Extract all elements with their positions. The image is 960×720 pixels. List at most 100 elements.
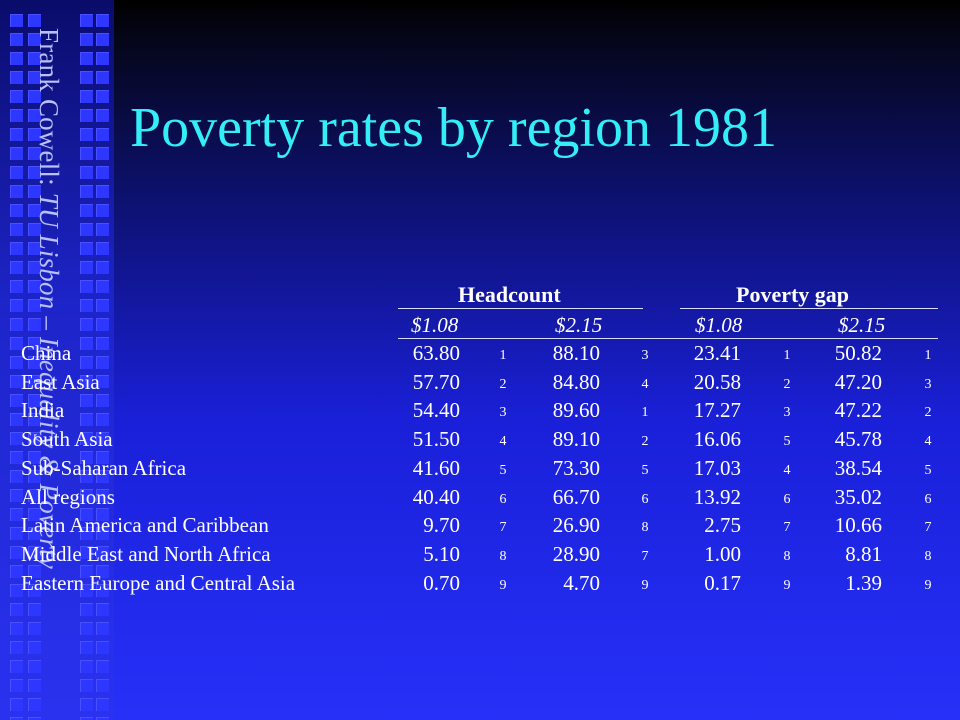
- row-value-cell: 38.54: [834, 456, 882, 480]
- sidebar-square: [10, 603, 23, 616]
- row-rank-cell: 1: [783, 348, 791, 363]
- row-value-cell: 0.17: [704, 571, 741, 595]
- sidebar-square: [80, 527, 93, 540]
- sidebar-square: [28, 508, 41, 521]
- row-rank-cell: 4: [499, 434, 507, 449]
- sidebar-square: [10, 451, 23, 464]
- row-rank-cell: 4: [641, 377, 649, 392]
- row-value-cell: 20.58: [693, 370, 741, 394]
- sidebar-square: [80, 318, 93, 331]
- sidebar-square: [10, 356, 23, 369]
- sidebar-square: [28, 185, 41, 198]
- sidebar-square: [96, 508, 109, 521]
- row-rank-cell: 6: [641, 492, 649, 507]
- subheader-headcount-108: $1.08: [411, 313, 459, 337]
- sidebar-square: [28, 679, 41, 692]
- row-rank-cell: 5: [499, 463, 507, 478]
- sidebar-square: [96, 166, 109, 179]
- sidebar-square: [10, 375, 23, 388]
- sidebar-square: [80, 565, 93, 578]
- row-rank-cell: 2: [641, 434, 649, 449]
- sidebar-square: [28, 413, 41, 426]
- row-rank-cell: 3: [783, 405, 791, 420]
- row-value-cell: 73.30: [552, 456, 600, 480]
- sidebar-square: [80, 14, 93, 27]
- sidebar-square: [28, 280, 41, 293]
- sidebar-square: [96, 679, 109, 692]
- sidebar-square: [80, 280, 93, 293]
- row-value-cell: 57.70: [412, 370, 460, 394]
- sidebar-caption: Frank Cowell: TU Lisbon – Inequality & P…: [33, 28, 64, 569]
- row-rank-cell: 8: [641, 520, 649, 535]
- sidebar-square: [10, 90, 23, 103]
- sidebar-square: [96, 52, 109, 65]
- sidebar-square: [80, 432, 93, 445]
- sidebar-square: [80, 128, 93, 141]
- row-rank-cell: 7: [783, 520, 791, 535]
- sidebar-square: [80, 375, 93, 388]
- row-value-cell: 17.03: [693, 456, 741, 480]
- sidebar-square: [28, 337, 41, 350]
- sidebar-square: [10, 223, 23, 236]
- sidebar-square: [10, 508, 23, 521]
- row-value-cell: 41.60: [412, 456, 460, 480]
- sidebar-square: [10, 337, 23, 350]
- row-value-cell: 66.70: [552, 485, 600, 509]
- sidebar-square: [10, 584, 23, 597]
- sidebar-square: [96, 204, 109, 217]
- sidebar-square: [28, 166, 41, 179]
- subheader-underline: [398, 338, 938, 339]
- sidebar-square: [96, 394, 109, 407]
- row-value-cell: 28.90: [552, 542, 600, 566]
- row-rank-cell: 7: [641, 549, 649, 564]
- sidebar-square: [28, 223, 41, 236]
- sidebar-square: [96, 223, 109, 236]
- sidebar-square: [28, 90, 41, 103]
- sidebar-square: [28, 603, 41, 616]
- row-rank-cell: 7: [924, 520, 932, 535]
- sidebar-square: [96, 337, 109, 350]
- sidebar-square: [10, 52, 23, 65]
- row-value-cell: 26.90: [552, 513, 600, 537]
- row-rank-cell: 9: [924, 578, 932, 593]
- sidebar-square: [80, 185, 93, 198]
- sidebar-square: [96, 413, 109, 426]
- row-region-label: Eastern Europe and Central Asia: [21, 571, 296, 595]
- sidebar-square: [10, 622, 23, 635]
- row-value-cell: 50.82: [834, 341, 882, 365]
- row-rank-cell: 7: [499, 520, 507, 535]
- sidebar-square: [28, 204, 41, 217]
- sidebar-square: [28, 451, 41, 464]
- sidebar: Frank Cowell: TU Lisbon – Inequality & P…: [0, 0, 114, 720]
- sidebar-square: [96, 71, 109, 84]
- sidebar-square: [80, 451, 93, 464]
- sidebar-square: [96, 641, 109, 654]
- sidebar-square: [96, 432, 109, 445]
- sidebar-square: [80, 508, 93, 521]
- row-value-cell: 89.10: [552, 427, 600, 451]
- row-value-cell: 8.81: [845, 542, 882, 566]
- row-value-cell: 47.22: [834, 398, 882, 422]
- row-rank-cell: 5: [924, 463, 932, 478]
- sidebar-square: [80, 204, 93, 217]
- sidebar-square: [28, 527, 41, 540]
- sidebar-square: [10, 394, 23, 407]
- sidebar-square: [96, 622, 109, 635]
- sidebar-square: [80, 223, 93, 236]
- sidebar-square: [80, 299, 93, 312]
- sidebar-square: [80, 717, 93, 720]
- sidebar-square: [96, 109, 109, 122]
- subheader-gap-215: $2.15: [838, 313, 886, 337]
- slide-title: Poverty rates by region 1981: [130, 97, 777, 159]
- row-value-cell: 16.06: [693, 427, 741, 451]
- sidebar-square: [28, 546, 41, 559]
- sidebar-square: [10, 185, 23, 198]
- sidebar-square: [96, 489, 109, 502]
- row-region-label: Latin America and Caribbean: [21, 513, 269, 537]
- sidebar-square: [10, 33, 23, 46]
- sidebar-square: [10, 109, 23, 122]
- header-underline-headcount: [398, 308, 643, 309]
- sidebar-square: [80, 641, 93, 654]
- row-value-cell: 63.80: [412, 341, 460, 365]
